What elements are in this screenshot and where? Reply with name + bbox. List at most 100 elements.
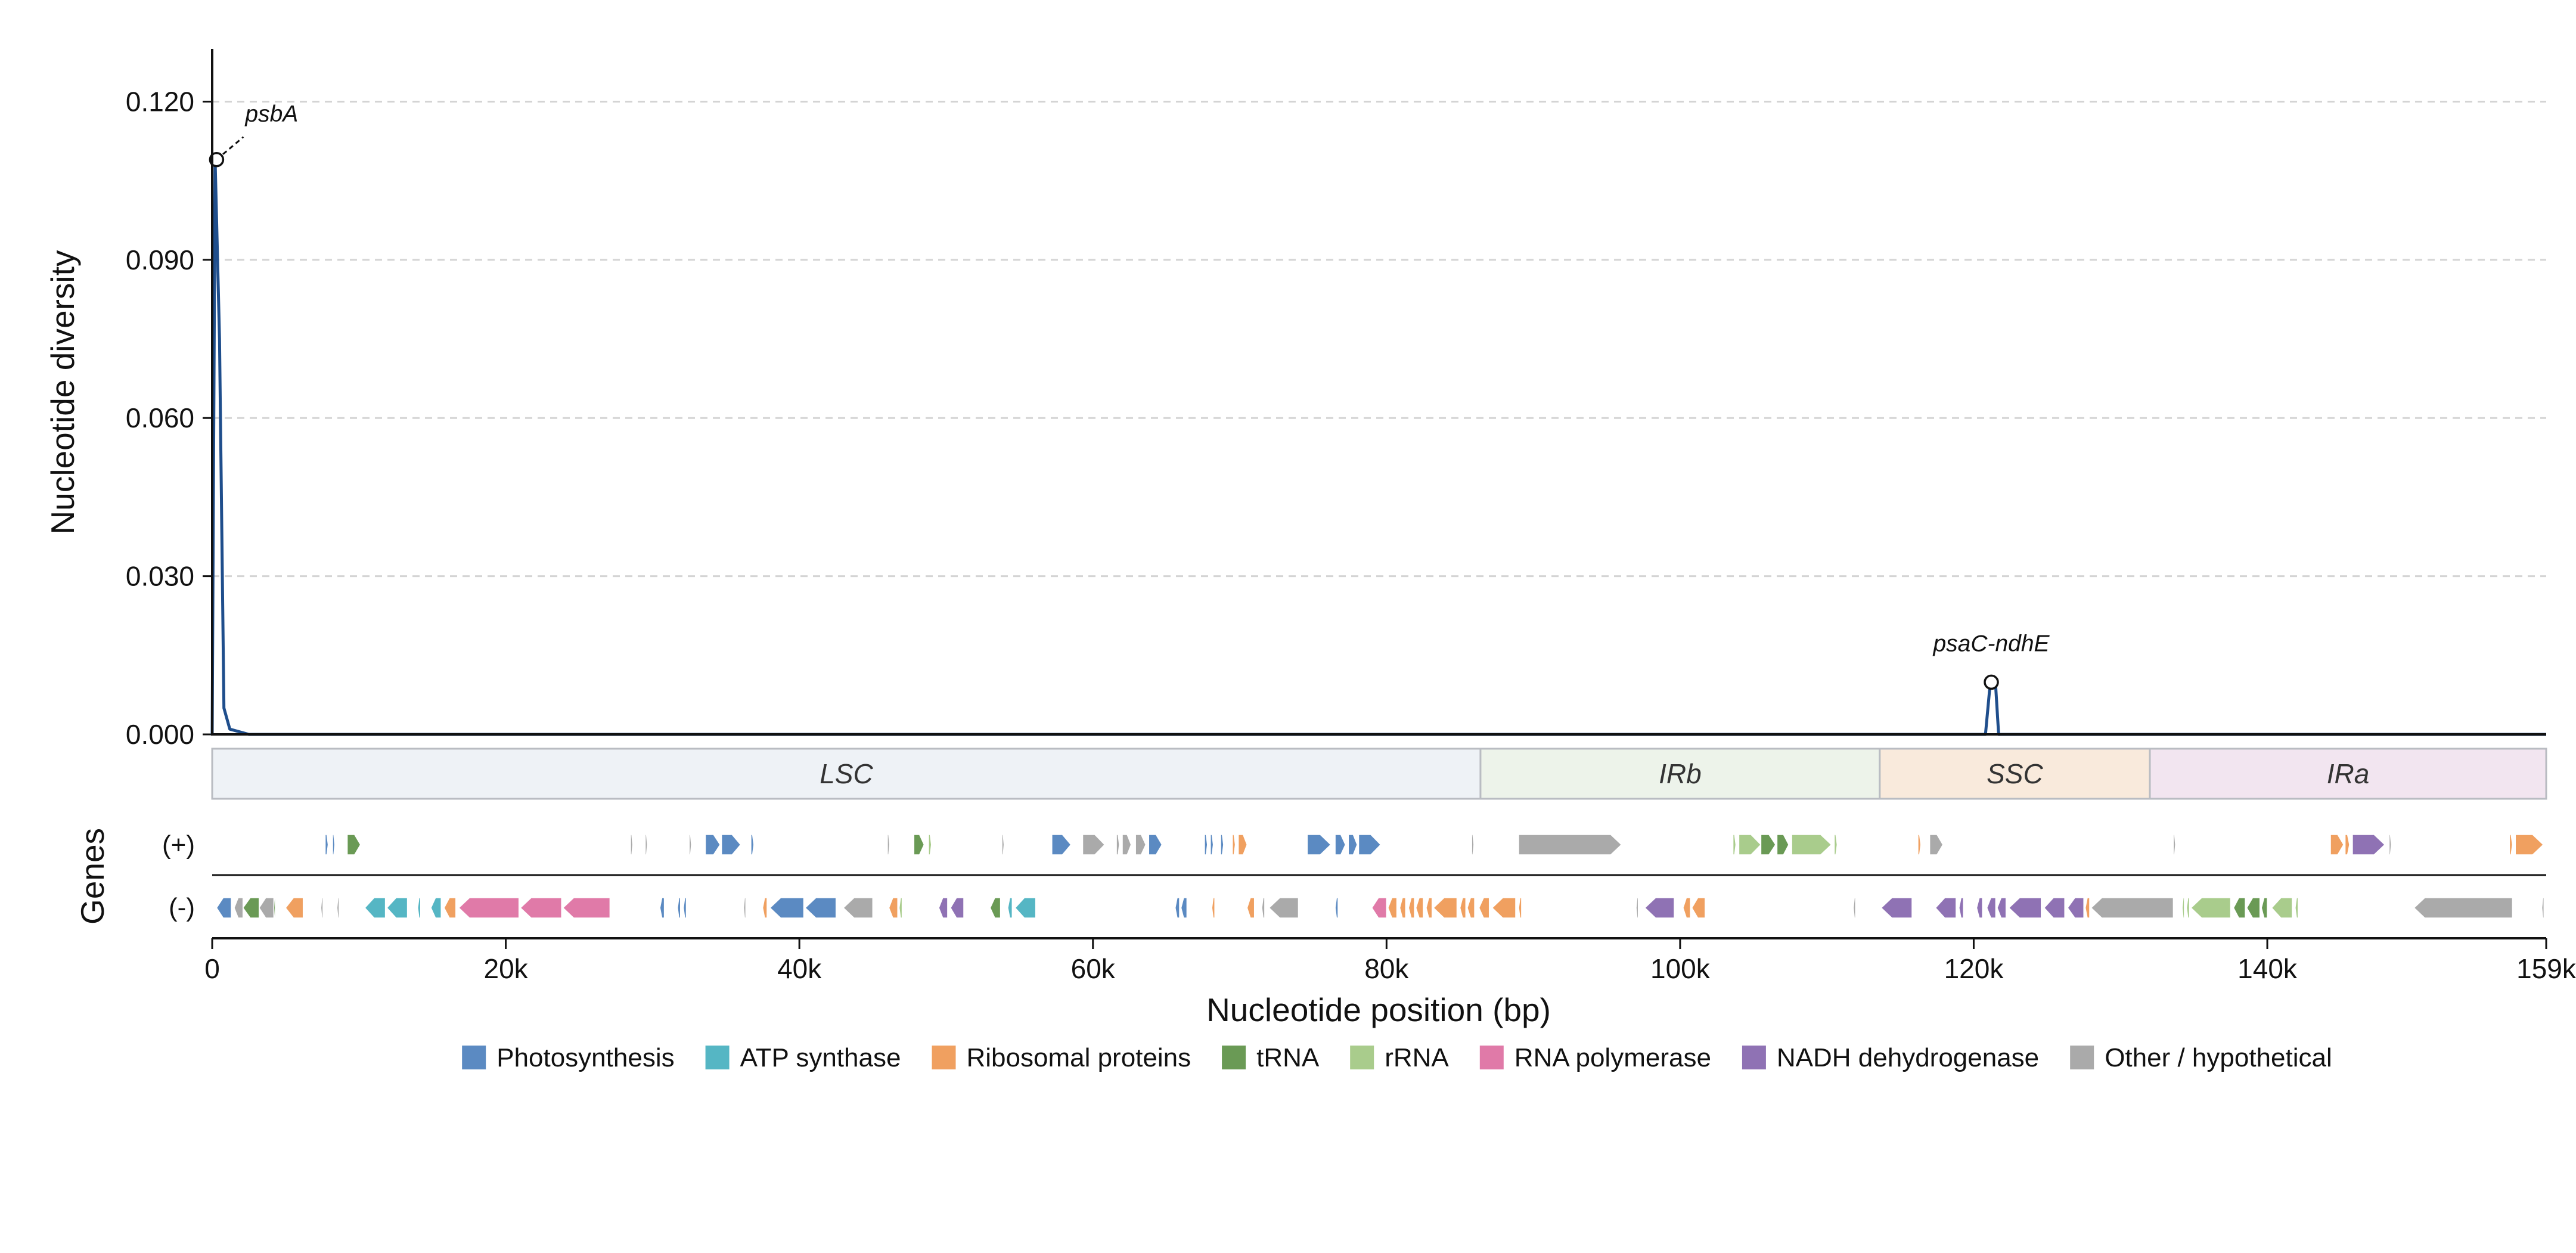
- gene-arrow: [659, 897, 665, 919]
- gene-arrow: [1334, 834, 1346, 855]
- gene-arrow: [332, 834, 336, 855]
- gene-arrow: [1306, 834, 1332, 855]
- gene-arrow: [1261, 897, 1265, 919]
- gene-arrow: [688, 834, 692, 855]
- region-label: LSC: [820, 758, 873, 789]
- gene-arrow: [1334, 897, 1339, 919]
- legend: Photosynthesis ATP synthase Ribosomal prot…: [462, 1043, 2332, 1072]
- gene-arrow: [2043, 897, 2065, 919]
- region-box: [2149, 748, 2547, 800]
- gene-arrow: [234, 897, 244, 919]
- gene-arrow: [1471, 834, 1475, 855]
- gene-arrow: [2190, 897, 2232, 919]
- gene-arrow: [2233, 897, 2246, 919]
- gene-arrow: [285, 897, 304, 919]
- gene-arrow: [1082, 834, 1106, 855]
- x-tick-label: 120k: [1944, 953, 2004, 984]
- gene-arrow: [1387, 897, 1398, 919]
- legend-item: Ribosomal proteins: [932, 1043, 1191, 1072]
- peak-annotations: psbA psaC-ndhE: [209, 101, 2050, 690]
- gridlines: [212, 100, 2546, 578]
- gene-arrow: [1116, 834, 1120, 855]
- legend-label: ATP synthase: [740, 1043, 901, 1072]
- x-tick-label: 60k: [1071, 953, 1116, 984]
- gene-arrow: [346, 834, 361, 855]
- gene-arrow: [888, 897, 898, 919]
- gene-arrow: [417, 897, 421, 919]
- gene-arrow: [1518, 897, 1522, 919]
- gene-arrow: [989, 897, 1001, 919]
- legend-swatch: [1742, 1046, 1766, 1069]
- gene-arrow: [1426, 897, 1433, 919]
- y-tick-label: 0.000: [126, 719, 194, 750]
- gene-arrow: [1635, 897, 1639, 919]
- gene-arrow: [216, 897, 232, 919]
- gene-arrow: [1014, 897, 1036, 919]
- gene-arrow: [2090, 897, 2174, 919]
- gene-arrow: [804, 897, 837, 919]
- gene-arrow: [336, 897, 340, 919]
- gene-arrow: [320, 897, 324, 919]
- gene-arrow: [1231, 834, 1236, 855]
- gene-arrow: [1211, 897, 1215, 919]
- gene-arrow: [1358, 834, 1382, 855]
- gene-arrow: [1791, 834, 1832, 855]
- gene-arrow: [1408, 897, 1415, 919]
- x-tick-label: 100k: [1650, 953, 1711, 984]
- gene-arrow: [1001, 834, 1005, 855]
- y-tick-label: 0.030: [126, 561, 194, 592]
- genes-track-label: Genes: [74, 828, 111, 925]
- region-box: [1879, 748, 2151, 800]
- legend-label: rRNA: [1385, 1043, 1449, 1072]
- gene-arrow: [520, 897, 562, 919]
- annotation-label: psaC-ndhE: [1932, 631, 2050, 656]
- x-tick-label: 20k: [483, 953, 528, 984]
- legend-label: NADH dehydrogenase: [1777, 1043, 2039, 1072]
- legend-label: Photosynthesis: [496, 1043, 674, 1072]
- gene-arrow: [1174, 897, 1180, 919]
- gene-arrow: [898, 897, 903, 919]
- gene-arrow: [1415, 897, 1424, 919]
- legend-swatch: [1479, 1046, 1504, 1069]
- gene-arrow: [1478, 897, 1490, 919]
- gene-arrow: [1204, 834, 1208, 855]
- legend-swatch: [1350, 1046, 1374, 1069]
- gene-arrow: [2271, 897, 2293, 919]
- y-axis-ticks: 0.000 0.030 0.060 0.090 0.120: [126, 86, 212, 750]
- gene-track: [212, 834, 2546, 939]
- gene-arrow: [1917, 834, 1922, 855]
- gene-arrow: [938, 897, 948, 919]
- gene-arrow: [1399, 897, 1407, 919]
- x-tick-label: 140k: [2237, 953, 2298, 984]
- legend-label: Other / hypothetical: [2105, 1043, 2332, 1072]
- gene-arrow: [2186, 897, 2190, 919]
- gene-arrow: [1959, 897, 1964, 919]
- annotation-leader: [216, 136, 244, 160]
- gene-arrow: [928, 834, 932, 855]
- gene-arrow: [562, 897, 611, 919]
- region-label: IRa: [2327, 758, 2370, 789]
- plus-strand-label: (+): [162, 830, 195, 860]
- gene-arrow: [2295, 897, 2299, 919]
- gene-arrow: [1051, 834, 1072, 855]
- gene-arrow: [1997, 897, 2007, 919]
- gene-arrow: [682, 897, 687, 919]
- gene-arrow: [1246, 897, 1255, 919]
- gene-arrow: [1371, 897, 1388, 919]
- gene-arrow: [704, 834, 721, 855]
- gene-arrow: [1833, 834, 1838, 855]
- gene-arrow: [2352, 834, 2386, 855]
- gene-arrow: [2246, 897, 2261, 919]
- gene-arrow: [2330, 834, 2344, 855]
- region-label: IRb: [1659, 758, 1702, 789]
- gene-arrow: [1180, 897, 1188, 919]
- gene-arrow: [1491, 897, 1516, 919]
- x-axis-label: Nucleotide position (bp): [1206, 991, 1551, 1028]
- gene-arrow: [769, 897, 805, 919]
- gene-arrow: [2344, 834, 2350, 855]
- gene-arrow: [887, 834, 890, 855]
- gene-arrow: [1691, 897, 1706, 919]
- gene-arrow: [1433, 897, 1458, 919]
- legend-item: tRNA: [1222, 1043, 1320, 1072]
